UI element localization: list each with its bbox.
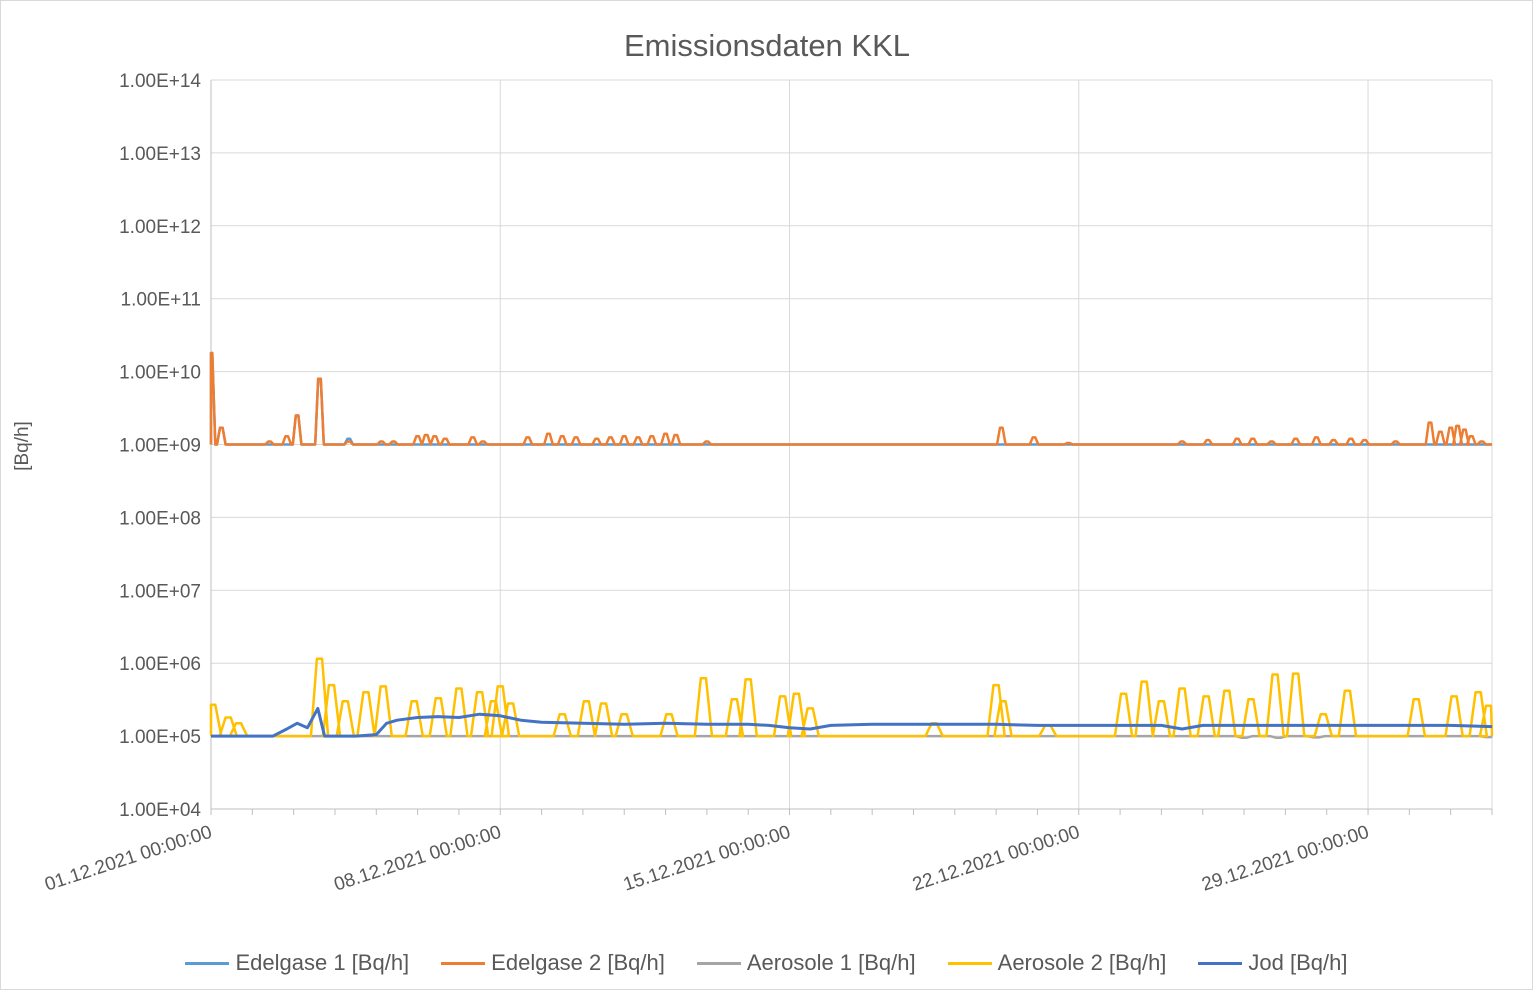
series-line <box>209 351 1492 446</box>
legend-swatch <box>947 961 992 965</box>
y-tick-label: 1.00E+14 <box>119 71 201 92</box>
y-axis-ticks: 1.00E+04 1.00E+05 1.00E+06 1.00E+07 1.00E+08… <box>119 71 201 821</box>
legend-item: Jod [Bq/h] <box>1198 950 1348 976</box>
y-tick-label: 1.00E+09 <box>119 436 201 457</box>
series-line <box>209 351 1492 446</box>
legend-item: Aerosole 2 [Bq/h] <box>947 950 1167 976</box>
legend-swatch <box>441 961 486 965</box>
y-tick-label: 1.00E+08 <box>119 508 201 529</box>
chart-title: Emissionsdaten KKL <box>624 28 910 63</box>
legend-label: Jod [Bq/h] <box>1248 950 1348 975</box>
series-line <box>211 706 1493 738</box>
x-tick-label: 01.12.2021 00:00:00 <box>42 822 214 896</box>
y-axis-label: [Bq/h] <box>12 421 33 471</box>
legend-label: Edelgase 2 [Bq/h] <box>491 950 665 975</box>
x-tick-label: 15.12.2021 00:00:00 <box>621 822 793 896</box>
y-tick-label: 1.00E+07 <box>119 581 201 602</box>
legend-item: Edelgase 2 [Bq/h] <box>441 950 665 976</box>
legend-label: Edelgase 1 [Bq/h] <box>235 950 410 975</box>
y-tick-label: 1.00E+04 <box>119 800 201 821</box>
x-tick-label: 29.12.2021 00:00:00 <box>1199 822 1371 896</box>
legend-label: Aerosole 1 [Bq/h] <box>746 950 916 975</box>
legend-swatch <box>1198 961 1243 965</box>
legend-item: Aerosole 1 [Bq/h] <box>696 950 916 976</box>
legend-swatch <box>696 961 741 965</box>
y-tick-label: 1.00E+06 <box>119 654 201 675</box>
y-tick-label: 1.00E+12 <box>119 217 201 238</box>
x-axis-ticks: 01.12.2021 00:00:00 08.12.2021 00:00:00 15… <box>42 809 1493 896</box>
x-tick-label: 08.12.2021 00:00:00 <box>332 822 504 896</box>
x-tick-label: 22.12.2021 00:00:00 <box>910 822 1082 896</box>
y-tick-label: 1.00E+10 <box>119 363 201 384</box>
y-tick-label: 1.00E+11 <box>121 290 201 311</box>
legend: Edelgase 1 [Bq/h] Edelgase 2 [Bq/h] Aeroso… <box>0 948 1533 978</box>
legend-label: Aerosole 2 [Bq/h] <box>997 950 1167 975</box>
series-line <box>209 657 1494 738</box>
legend-item: Edelgase 1 [Bq/h] <box>185 950 409 976</box>
y-tick-label: 1.00E+13 <box>119 144 201 165</box>
series-layer <box>209 351 1494 739</box>
y-tick-label: 1.00E+05 <box>119 727 201 748</box>
legend-swatch <box>185 961 230 965</box>
